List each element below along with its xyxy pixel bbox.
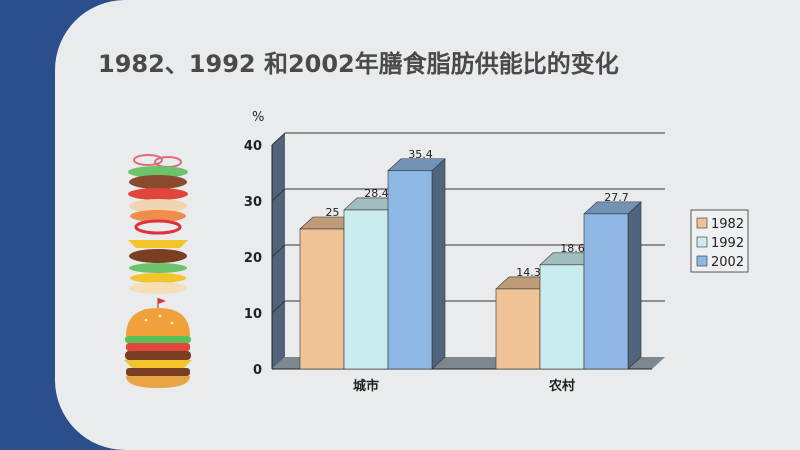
burger-layers-icon [128, 154, 188, 294]
data-label: 35.4 [408, 148, 433, 161]
data-label: 18.6 [560, 242, 585, 255]
bar-side [431, 158, 446, 370]
y-tick-label: 30 [244, 195, 262, 210]
y-tick-label: 10 [244, 307, 262, 322]
legend-label: 2002 [711, 255, 744, 270]
bar-2002-0 [387, 170, 433, 370]
legend-swatch [696, 255, 708, 267]
y-axis-unit: % [252, 110, 264, 125]
chart-legend: 1982 1992 2002 [690, 209, 749, 273]
y-tick-label: 40 [244, 139, 262, 154]
data-label: 14.3 [516, 266, 541, 279]
gridline [271, 132, 665, 146]
y-tick-label: 20 [244, 251, 262, 266]
chart-labels: 0 10 20 30 40% 25 28.4 35.4 城市 14.3 18.6 27.7 农村 [244, 110, 629, 394]
y-tick-label: 0 [253, 363, 262, 378]
data-label: 27.7 [604, 191, 629, 204]
bar-1992-1 [539, 264, 585, 370]
x-tick-label: 农村 [548, 378, 575, 394]
legend-label: 1982 [711, 217, 744, 232]
gridline [271, 188, 665, 202]
bar-1982-0 [299, 228, 345, 370]
legend-swatch [696, 217, 708, 229]
legend-label: 1992 [711, 236, 744, 251]
chart-bars [299, 158, 642, 370]
legend-swatch [696, 236, 708, 248]
x-tick-label: 城市 [353, 378, 379, 394]
gridline [271, 244, 665, 258]
bar-1992-0 [343, 209, 389, 370]
bar-1982-1 [495, 288, 541, 370]
data-label: 25 [326, 206, 340, 219]
bar-side [627, 201, 642, 370]
bar-2002-1 [583, 213, 629, 370]
burger-icon [124, 298, 192, 388]
data-label: 28.4 [364, 187, 389, 200]
slide-title: 1982、1992 和2002年膳食脂肪供能比的变化 [98, 50, 619, 78]
